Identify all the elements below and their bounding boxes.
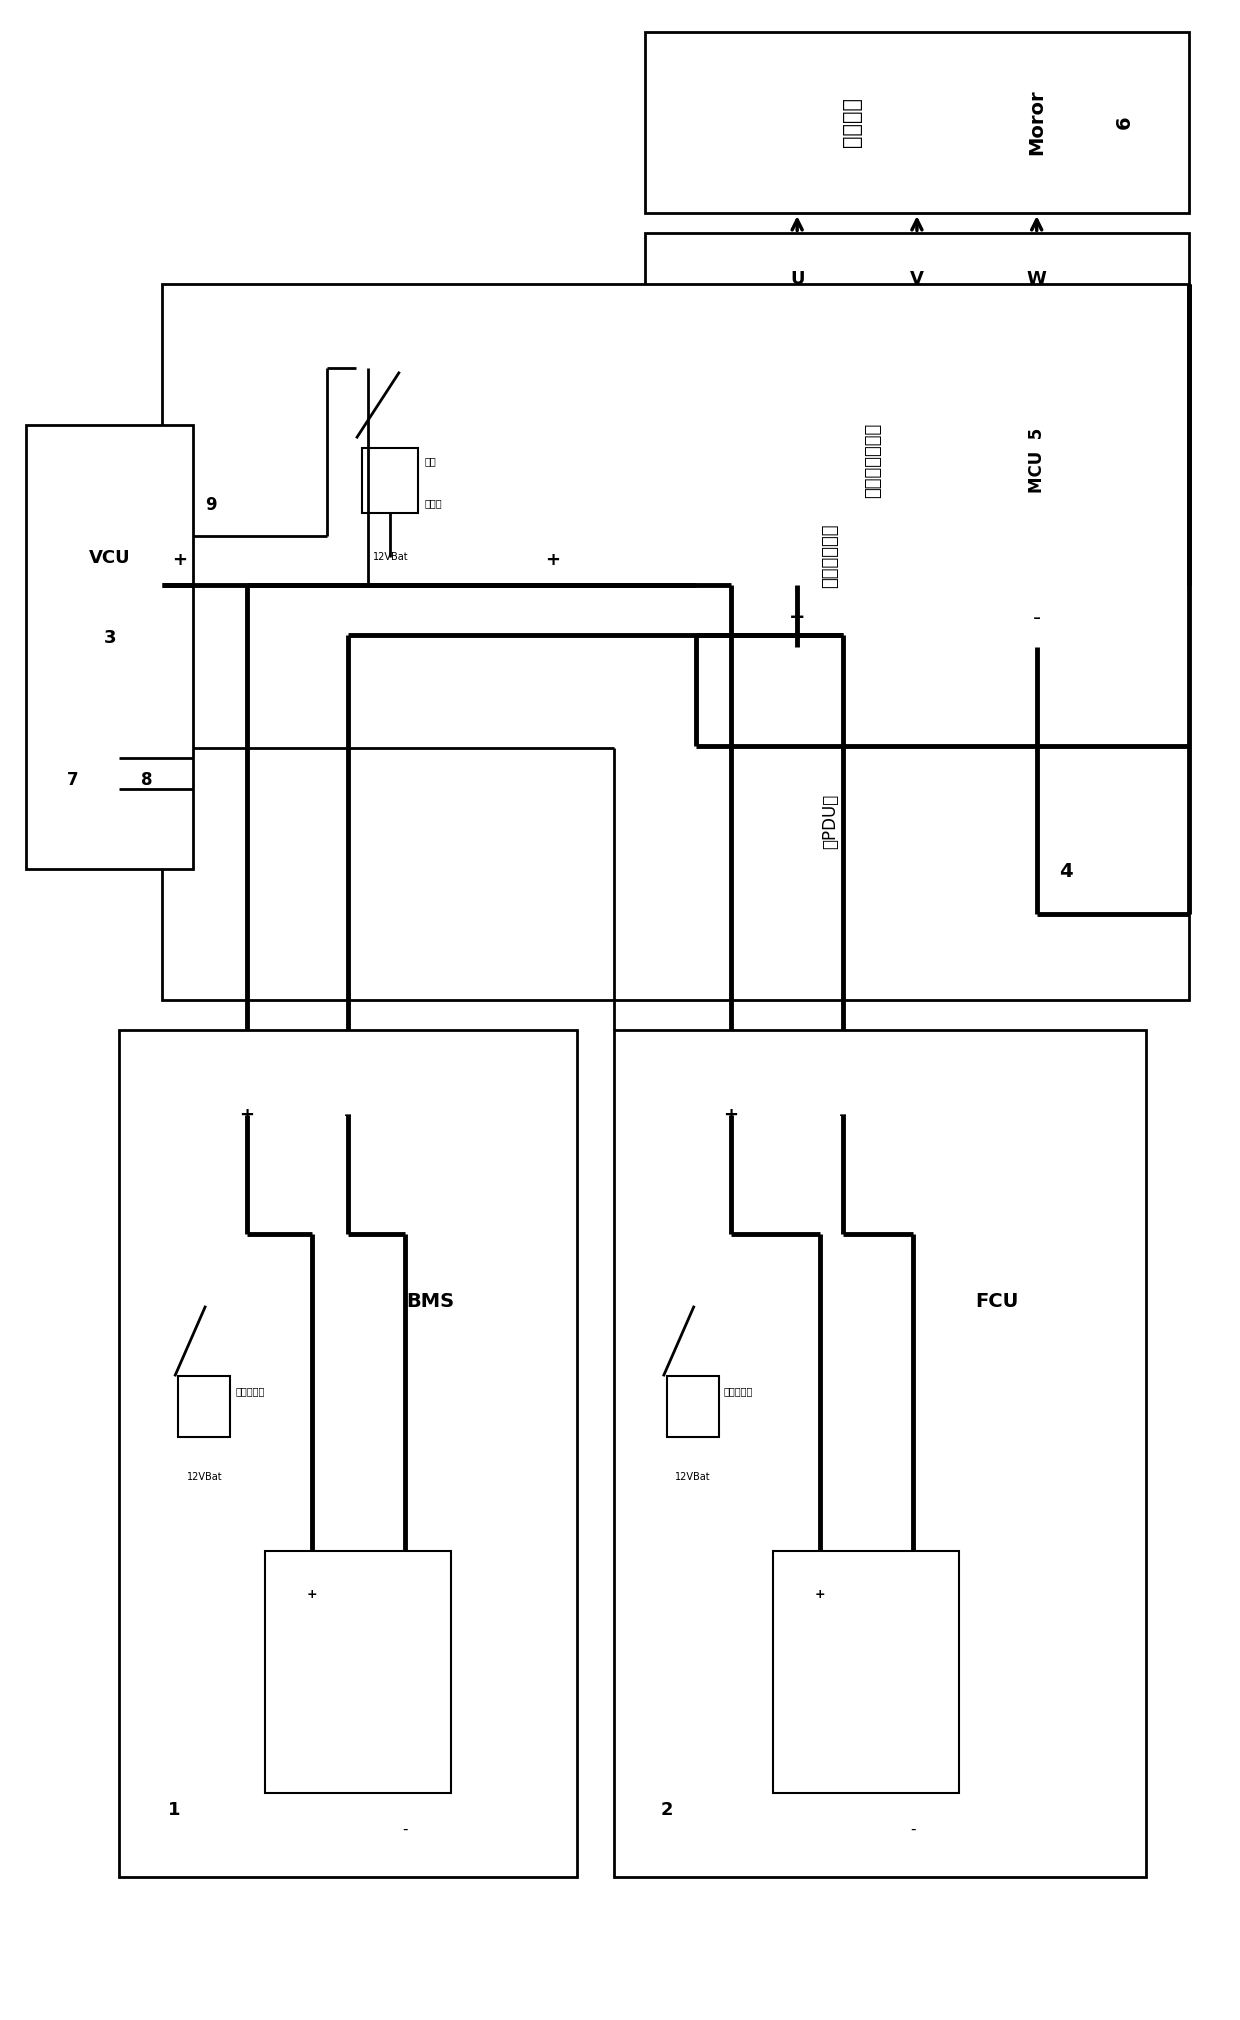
Bar [26, 424, 193, 869]
Text: MCU  5: MCU 5 [1028, 428, 1045, 493]
Text: +: + [239, 1105, 254, 1123]
Text: -: - [402, 1822, 408, 1836]
Text: +: + [306, 1588, 317, 1600]
Bar [362, 448, 418, 513]
Bar [667, 1376, 719, 1436]
Bar [645, 32, 1189, 214]
Text: -: - [838, 1105, 847, 1125]
Text: 8: 8 [140, 772, 153, 790]
Text: VCU: VCU [89, 549, 130, 568]
Text: +: + [815, 1588, 825, 1600]
Text: 三路: 三路 [424, 457, 436, 467]
Text: 1: 1 [167, 1800, 180, 1818]
Text: -: - [1033, 608, 1040, 628]
Text: 6: 6 [1115, 115, 1133, 129]
Bar [774, 1551, 959, 1792]
Bar [119, 1030, 577, 1877]
Text: W: W [1027, 271, 1047, 289]
Text: 9: 9 [206, 495, 217, 513]
Text: 第二接触器: 第二接触器 [724, 1386, 754, 1396]
Text: 4: 4 [1059, 861, 1073, 881]
Bar [265, 1551, 451, 1792]
Text: FCU: FCU [975, 1291, 1018, 1311]
Text: 12VBat: 12VBat [372, 551, 408, 562]
Text: 12VBat: 12VBat [676, 1473, 711, 1483]
Bar [179, 1376, 231, 1436]
Text: +: + [789, 608, 806, 628]
Bar [645, 234, 1189, 646]
Text: 第一接触器: 第一接触器 [236, 1386, 264, 1396]
Text: 7: 7 [67, 772, 78, 790]
Text: -: - [910, 1822, 915, 1836]
Text: 接触器: 接触器 [424, 499, 441, 509]
Bar [162, 283, 1189, 1000]
Text: （PDU）: （PDU） [821, 794, 838, 848]
Text: BMS: BMS [407, 1291, 454, 1311]
Text: -: - [343, 1105, 352, 1125]
Text: +: + [723, 1105, 738, 1123]
Text: 3: 3 [103, 628, 115, 646]
Bar [614, 1030, 1146, 1877]
Text: U: U [790, 271, 805, 289]
Text: 12VBat: 12VBat [186, 1473, 222, 1483]
Text: V: V [910, 271, 924, 289]
Text: +: + [172, 551, 187, 570]
Text: +: + [544, 551, 560, 570]
Text: 驱动电机控制器: 驱动电机控制器 [864, 422, 883, 499]
Text: 驱动电机: 驱动电机 [842, 97, 862, 147]
Text: 高压配电系统: 高压配电系统 [821, 523, 838, 588]
Text: 2: 2 [661, 1800, 673, 1818]
Text: Moror: Moror [1027, 89, 1047, 156]
